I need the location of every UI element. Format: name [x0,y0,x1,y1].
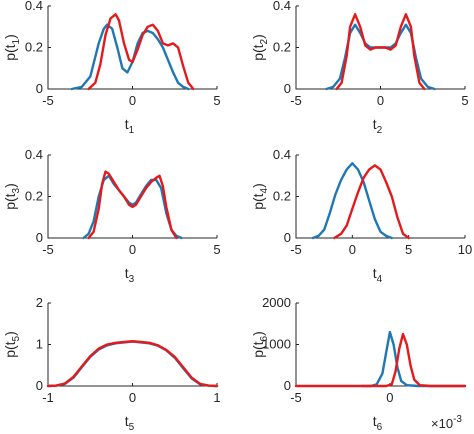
x-tick-label: -5 [42,242,54,257]
y-tick-label: 1 [36,337,43,352]
x-tick-label: 5 [213,242,220,257]
x-tick-label: -5 [42,93,54,108]
series-line-red [335,13,426,91]
x-axis-label: t3 [125,265,135,285]
series-line-red [46,340,219,388]
series-line-blue [360,330,467,388]
series-line-blue [311,162,393,240]
x-tick-label: 0 [386,390,393,405]
y-tick-label: 0.2 [25,189,43,204]
x-tick-label: -1 [42,390,54,405]
x-tick-label: -5 [290,242,302,257]
x-tick-label: 0 [129,242,136,257]
axis-lines [47,6,217,90]
x-tick-label: 5 [461,93,468,108]
x-tick-label: 10 [458,242,472,257]
y-tick-label: 0 [284,378,291,393]
y-tick-label: 0.2 [25,40,43,55]
y-tick-label: 0.4 [25,0,43,13]
y-axis-label: p(t4) [250,183,270,210]
axis-lines [295,155,465,239]
x-tick-label: -5 [290,93,302,108]
x-tick-label: 0 [129,390,136,405]
x-tick-label: 5 [213,93,220,108]
x-scale-factor: ×10-3 [431,414,462,431]
x-axis-label: t5 [125,413,135,433]
y-tick-label: 0 [36,81,43,96]
y-axis-label: p(t1) [2,34,22,61]
series-line-blue [46,340,219,388]
x-axis-label: t6 [373,413,383,433]
series-line-red [333,164,410,240]
y-axis-label: p(t3) [2,183,22,210]
y-tick-label: 2 [36,295,43,310]
y-tick-label: 0 [284,230,291,245]
y-tick-label: 0.4 [273,147,291,162]
y-tick-label: 0.4 [273,0,291,13]
y-tick-label: 0.4 [25,147,43,162]
x-tick-label: 0 [377,93,384,108]
y-tick-label: 0.2 [273,189,291,204]
x-tick-label: 0 [349,242,356,257]
y-tick-label: 1000 [262,337,291,352]
y-tick-label: 2000 [262,295,291,310]
x-axis-label: t2 [373,116,383,136]
x-tick-label: 5 [405,242,412,257]
y-tick-label: 0 [284,81,291,96]
series-line-red [87,13,195,91]
x-axis-label: t4 [373,265,383,285]
series-line-red [294,332,467,388]
y-tick-label: 0.2 [273,40,291,55]
series-line-blue [70,23,190,91]
x-tick-label: 1 [213,390,220,405]
x-axis-label: t1 [125,116,135,136]
y-tick-label: 0 [36,230,43,245]
y-axis-label: p(t5) [2,331,22,358]
axis-lines [47,155,217,239]
x-tick-label: -5 [290,390,302,405]
y-tick-label: 0 [36,378,43,393]
series-line-red [87,170,178,240]
y-axis-label: p(t2) [250,34,270,61]
x-tick-label: 0 [129,93,136,108]
y-axis-label: p(t6) [250,331,270,358]
axis-lines [47,303,217,387]
axis-lines [295,303,465,387]
